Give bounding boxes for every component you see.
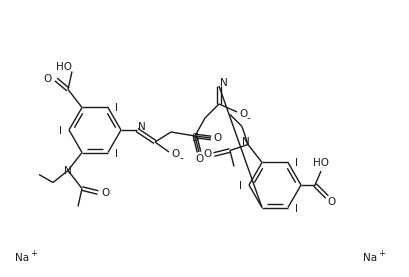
Text: I: I [294, 158, 297, 168]
Text: I: I [115, 148, 117, 158]
Text: Na: Na [363, 253, 377, 263]
Text: HO: HO [56, 63, 72, 73]
Text: -: - [179, 153, 183, 163]
Text: Na: Na [15, 253, 29, 263]
Text: O: O [328, 197, 336, 207]
Text: +: + [379, 248, 385, 258]
Text: O: O [172, 149, 180, 159]
Text: O: O [44, 75, 52, 84]
Text: S: S [191, 133, 198, 143]
Text: +: + [31, 248, 38, 258]
Text: O: O [203, 150, 211, 160]
Text: I: I [294, 204, 297, 214]
Text: O: O [214, 133, 222, 143]
Text: N: N [220, 78, 228, 88]
Text: O: O [101, 188, 109, 198]
Text: O: O [239, 109, 247, 119]
Text: N: N [242, 137, 250, 147]
Text: I: I [59, 126, 63, 136]
Text: O: O [195, 154, 203, 164]
Text: HO: HO [313, 158, 329, 168]
Text: I: I [240, 181, 243, 191]
Text: -: - [246, 113, 250, 123]
Text: N: N [138, 122, 146, 132]
Text: I: I [115, 104, 117, 114]
Text: N: N [64, 166, 72, 176]
